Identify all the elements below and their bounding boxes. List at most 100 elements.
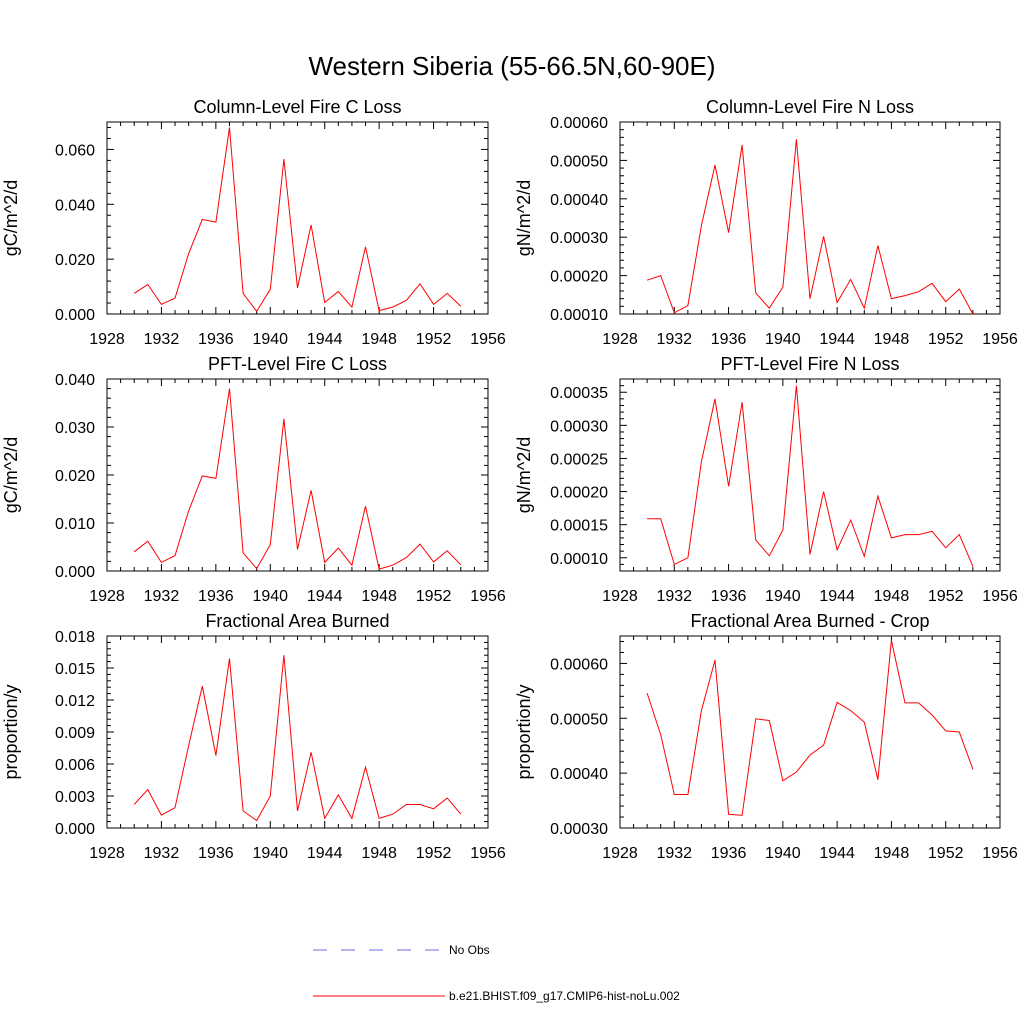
x-tick-label: 1944 xyxy=(819,845,855,862)
chart-panel: Fractional Area Burned proportion/y 1928 19… xyxy=(1,611,506,862)
y-tick-label: 0.00010 xyxy=(550,307,608,324)
x-tick-label: 1932 xyxy=(144,588,180,605)
y-axis-label: gC/m^2/d xyxy=(1,180,21,256)
x-tick-label: 1928 xyxy=(89,588,125,605)
x-tick-label: 1932 xyxy=(144,331,180,348)
panel-title: Fractional Area Burned xyxy=(205,611,389,631)
y-tick-label: 0.020 xyxy=(55,468,95,485)
plot-frame xyxy=(106,635,489,829)
y-tick-label: 0.060 xyxy=(55,142,95,159)
x-tick-label: 1940 xyxy=(765,331,801,348)
y-axis-label: gN/m^2/d xyxy=(514,437,534,513)
x-tick-label: 1956 xyxy=(470,845,506,862)
x-tick-label: 1952 xyxy=(928,845,964,862)
x-tick-label: 1948 xyxy=(874,588,910,605)
x-tick-label: 1948 xyxy=(874,331,910,348)
x-tick-label: 1948 xyxy=(361,845,397,862)
x-tick-label: 1928 xyxy=(89,331,125,348)
x-tick-label: 1928 xyxy=(602,588,638,605)
panel-title: Column-Level Fire C Loss xyxy=(193,97,401,117)
plot-frame xyxy=(619,635,1001,829)
x-tick-label: 1940 xyxy=(252,331,288,348)
x-tick-label: 1944 xyxy=(307,331,343,348)
x-tick-label: 1944 xyxy=(819,588,855,605)
y-tick-label: 0.00020 xyxy=(550,269,608,286)
y-tick-label: 0.00030 xyxy=(550,418,608,435)
x-tick-label: 1928 xyxy=(602,331,638,348)
y-tick-label: 0.00040 xyxy=(550,766,608,783)
x-tick-label: 1944 xyxy=(819,331,855,348)
x-tick-label: 1936 xyxy=(198,845,234,862)
chart-panel: Column-Level Fire N Loss gN/m^2/d 1928 1932… xyxy=(514,97,1018,348)
plot-frame xyxy=(619,378,1001,572)
chart-panel: PFT-Level Fire C Loss gC/m^2/d 1928 1932 193… xyxy=(1,354,506,605)
y-tick-label: 0.030 xyxy=(55,420,95,437)
plot-frame xyxy=(106,378,489,572)
x-tick-label: 1928 xyxy=(602,845,638,862)
y-tick-label: 0.003 xyxy=(55,789,95,806)
x-tick-label: 1952 xyxy=(416,331,452,348)
y-axis-label: gC/m^2/d xyxy=(1,437,21,513)
x-tick-label: 1940 xyxy=(765,588,801,605)
y-tick-label: 0.040 xyxy=(55,197,95,214)
panel-title: Fractional Area Burned - Crop xyxy=(690,611,929,631)
y-tick-label: 0.000 xyxy=(55,564,95,581)
y-tick-label: 0.012 xyxy=(55,693,95,710)
chart-panel: Fractional Area Burned - Crop proportion/… xyxy=(514,611,1018,862)
x-tick-label: 1956 xyxy=(470,331,506,348)
x-tick-label: 1956 xyxy=(470,588,506,605)
y-tick-label: 0.00060 xyxy=(550,656,608,673)
series-line xyxy=(647,385,974,567)
y-axis-label: gN/m^2/d xyxy=(514,180,534,256)
x-tick-label: 1940 xyxy=(252,588,288,605)
y-tick-label: 0.00040 xyxy=(550,192,608,209)
x-tick-label: 1932 xyxy=(656,588,692,605)
series-line xyxy=(646,640,974,816)
x-tick-label: 1936 xyxy=(198,331,234,348)
legend-label-model: b.e21.BHIST.f09_g17.CMIP6-hist-noLu.002 xyxy=(449,989,680,1003)
x-tick-label: 1936 xyxy=(711,331,747,348)
panel-title: Column-Level Fire N Loss xyxy=(706,97,914,117)
y-tick-label: 0.006 xyxy=(55,757,95,774)
y-axis-label: proportion/y xyxy=(514,684,534,779)
legend: No Obs b.e21.BHIST.f09_g17.CMIP6-hist-no… xyxy=(313,943,680,1003)
y-tick-label: 0.015 xyxy=(55,661,95,678)
x-tick-label: 1956 xyxy=(982,845,1018,862)
x-tick-label: 1932 xyxy=(656,331,692,348)
y-tick-label: 0.00025 xyxy=(550,451,608,468)
chart-panel: Column-Level Fire C Loss gC/m^2/d 1928 1932… xyxy=(1,97,506,348)
y-tick-label: 0.010 xyxy=(55,516,95,533)
series-line xyxy=(646,139,974,315)
series-line xyxy=(133,127,462,313)
y-tick-label: 0.040 xyxy=(55,372,95,389)
series-line xyxy=(133,655,462,822)
x-tick-label: 1956 xyxy=(982,331,1018,348)
x-tick-label: 1944 xyxy=(307,845,343,862)
x-tick-label: 1928 xyxy=(89,845,125,862)
chart-panel: PFT-Level Fire N Loss gN/m^2/d 1928 1932 193… xyxy=(514,354,1018,605)
x-tick-label: 1948 xyxy=(361,588,397,605)
y-tick-label: 0.00035 xyxy=(550,385,608,402)
x-tick-label: 1940 xyxy=(765,845,801,862)
x-tick-label: 1952 xyxy=(928,331,964,348)
x-tick-label: 1940 xyxy=(252,845,288,862)
x-tick-label: 1932 xyxy=(144,845,180,862)
x-tick-label: 1952 xyxy=(416,845,452,862)
y-tick-label: 0.020 xyxy=(55,252,95,269)
y-tick-label: 0.00015 xyxy=(550,518,608,535)
y-tick-label: 0.00050 xyxy=(550,153,608,170)
x-tick-label: 1952 xyxy=(928,588,964,605)
y-tick-label: 0.018 xyxy=(55,629,95,646)
x-tick-label: 1944 xyxy=(307,588,343,605)
panels: Column-Level Fire C Loss gC/m^2/d 1928 1932… xyxy=(1,97,1018,862)
y-tick-label: 0.00030 xyxy=(550,821,608,838)
y-tick-label: 0.009 xyxy=(55,725,95,742)
series-line xyxy=(133,388,462,570)
x-tick-label: 1948 xyxy=(874,845,910,862)
y-tick-label: 0.000 xyxy=(55,307,95,324)
x-tick-label: 1932 xyxy=(656,845,692,862)
x-tick-label: 1956 xyxy=(982,588,1018,605)
x-tick-label: 1936 xyxy=(711,588,747,605)
figure-title: Western Siberia (55-66.5N,60-90E) xyxy=(308,51,715,81)
